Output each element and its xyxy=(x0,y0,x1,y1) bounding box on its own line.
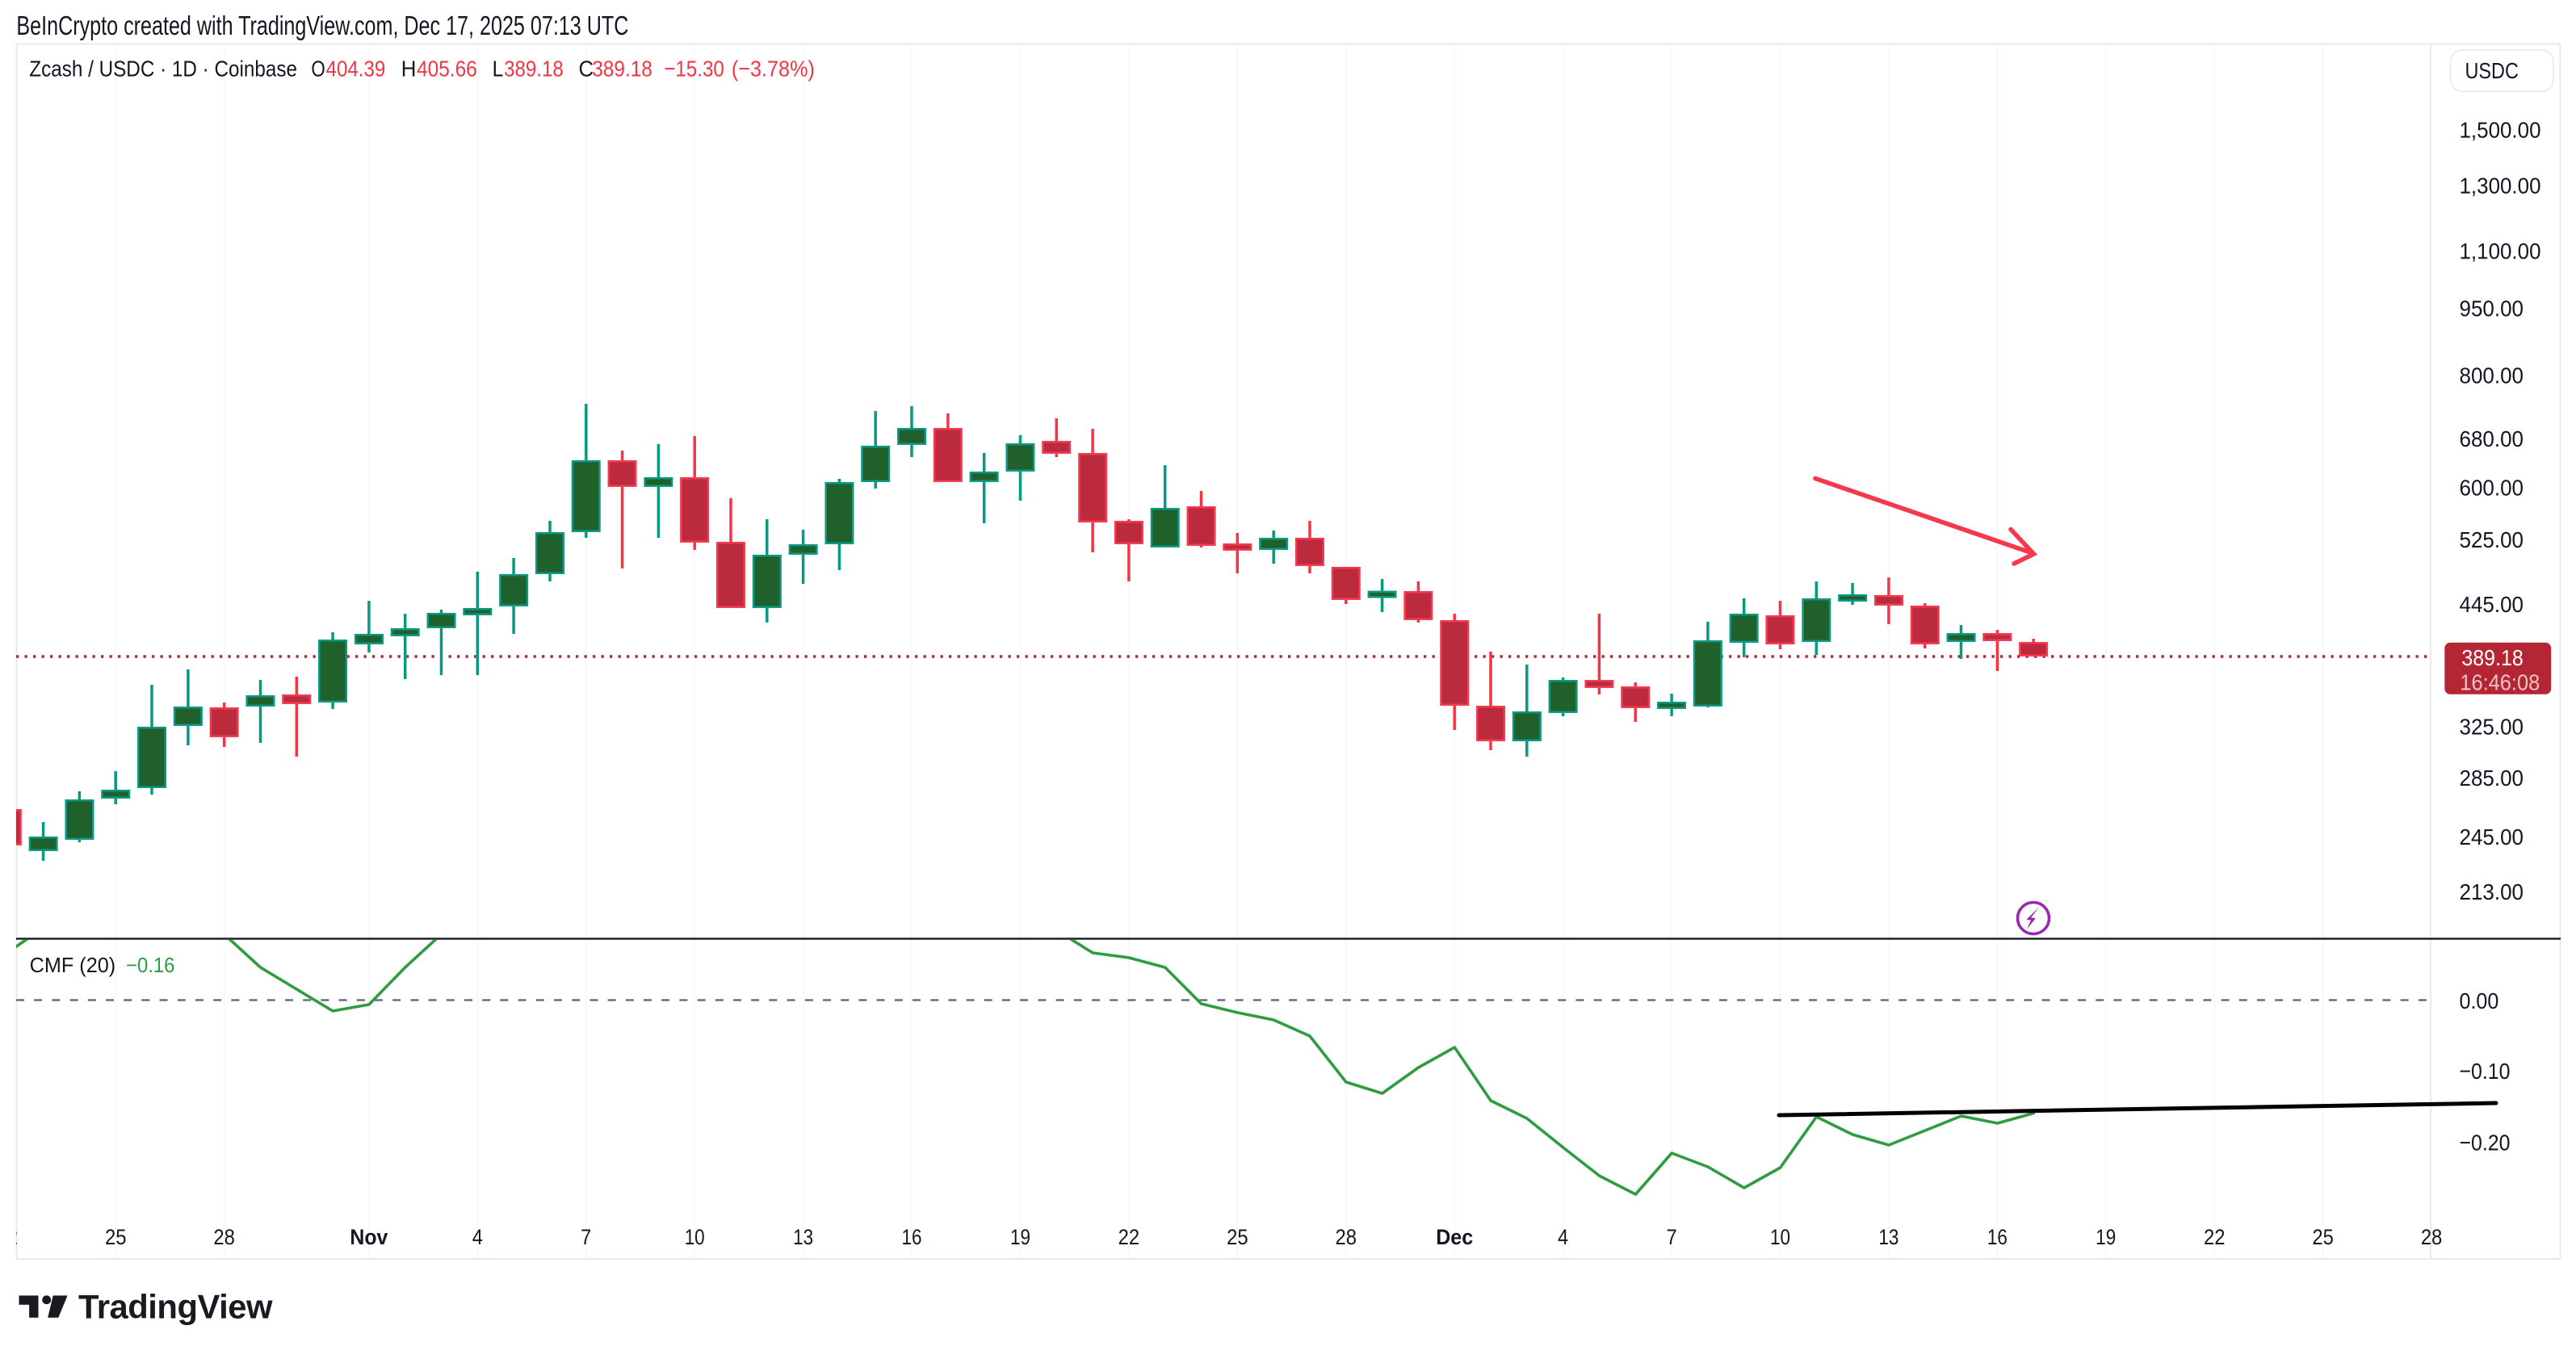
svg-text:Nov: Nov xyxy=(350,1225,388,1249)
svg-text:389.18: 389.18 xyxy=(592,57,652,82)
svg-text:404.39: 404.39 xyxy=(326,57,386,82)
svg-text:C: C xyxy=(579,57,594,82)
svg-text:28: 28 xyxy=(2421,1225,2443,1249)
svg-text:245.00: 245.00 xyxy=(2460,824,2524,849)
svg-text:22: 22 xyxy=(2204,1225,2226,1249)
svg-text:405.66: 405.66 xyxy=(417,57,477,82)
svg-text:L: L xyxy=(493,57,504,82)
svg-text:213.00: 213.00 xyxy=(2460,879,2524,904)
svg-text:16:46:08: 16:46:08 xyxy=(2460,670,2540,695)
svg-text:285.00: 285.00 xyxy=(2460,766,2524,791)
svg-text:−0.16: −0.16 xyxy=(126,953,174,977)
svg-text:800.00: 800.00 xyxy=(2460,363,2524,388)
svg-text:7: 7 xyxy=(1666,1225,1676,1249)
svg-text:4: 4 xyxy=(472,1225,483,1249)
svg-text:950.00: 950.00 xyxy=(2460,296,2524,321)
svg-text:(−3.78%): (−3.78%) xyxy=(732,57,815,82)
svg-text:1,300.00: 1,300.00 xyxy=(2460,174,2541,199)
svg-text:10: 10 xyxy=(685,1225,705,1249)
svg-text:−0.20: −0.20 xyxy=(2460,1131,2511,1156)
svg-text:13: 13 xyxy=(793,1225,813,1249)
svg-text:BeInCrypto created with Tradin: BeInCrypto created with TradingView.com,… xyxy=(16,10,628,40)
svg-text:USDC: USDC xyxy=(2465,58,2519,83)
svg-text:O: O xyxy=(311,57,325,82)
svg-text:1,500.00: 1,500.00 xyxy=(2460,118,2541,143)
svg-text:TradingView: TradingView xyxy=(78,1288,273,1326)
svg-text:25: 25 xyxy=(105,1225,127,1249)
svg-text:CMF (20): CMF (20) xyxy=(30,953,116,977)
svg-text:28: 28 xyxy=(213,1225,235,1249)
svg-text:7: 7 xyxy=(581,1225,591,1249)
svg-text:10: 10 xyxy=(1770,1225,1790,1249)
svg-text:Dec: Dec xyxy=(1436,1225,1473,1249)
svg-text:445.00: 445.00 xyxy=(2460,592,2524,617)
svg-text:H: H xyxy=(401,57,417,82)
svg-text:0.00: 0.00 xyxy=(2460,988,2499,1013)
svg-text:325.00: 325.00 xyxy=(2460,715,2524,740)
svg-text:Zcash / USDC · 1D · Coinbase: Zcash / USDC · 1D · Coinbase xyxy=(29,57,297,82)
svg-text:600.00: 600.00 xyxy=(2460,475,2524,500)
svg-text:16: 16 xyxy=(1987,1225,2008,1249)
svg-text:19: 19 xyxy=(2096,1225,2116,1249)
svg-text:−0.10: −0.10 xyxy=(2460,1059,2511,1084)
svg-text:16: 16 xyxy=(902,1225,922,1249)
svg-text:525.00: 525.00 xyxy=(2460,527,2524,552)
svg-text:28: 28 xyxy=(1336,1225,1357,1249)
svg-text:22: 22 xyxy=(0,1225,18,1249)
svg-text:680.00: 680.00 xyxy=(2460,426,2524,451)
svg-text:4: 4 xyxy=(1558,1225,1568,1249)
svg-text:22: 22 xyxy=(1118,1225,1140,1249)
svg-text:389.18: 389.18 xyxy=(2461,645,2523,670)
svg-text:−15.30: −15.30 xyxy=(664,57,724,82)
svg-text:13: 13 xyxy=(1878,1225,1898,1249)
svg-text:25: 25 xyxy=(2312,1225,2334,1249)
svg-text:25: 25 xyxy=(1227,1225,1248,1249)
svg-text:1,100.00: 1,100.00 xyxy=(2460,238,2541,263)
svg-text:19: 19 xyxy=(1010,1225,1030,1249)
svg-text:389.18: 389.18 xyxy=(504,57,564,82)
